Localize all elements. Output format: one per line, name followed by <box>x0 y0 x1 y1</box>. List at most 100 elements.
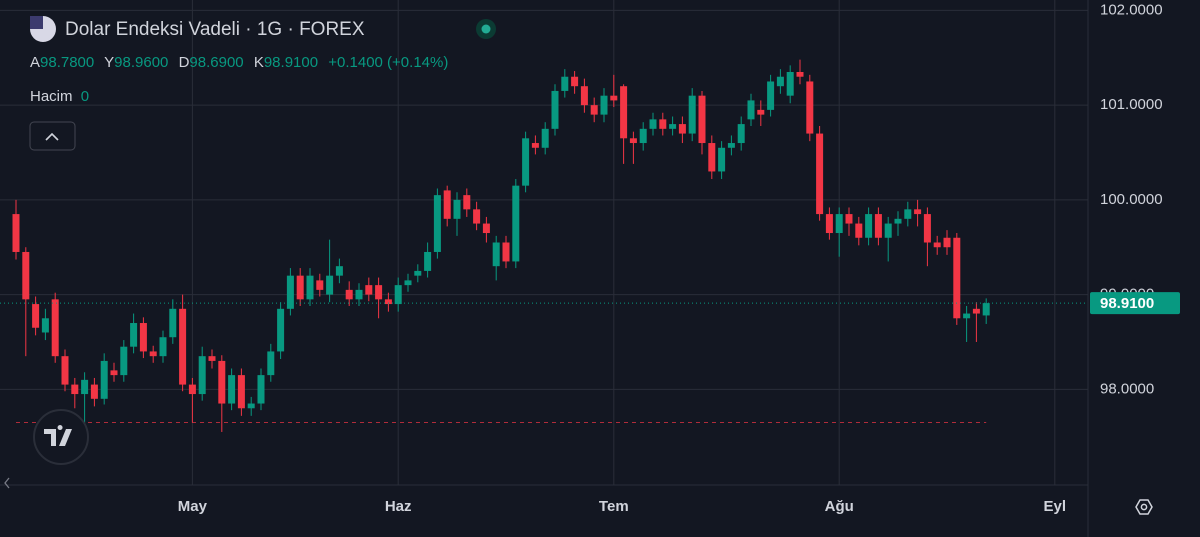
y-tick-label: 100.0000 <box>1100 191 1163 208</box>
candle-body <box>375 285 383 300</box>
candle-body <box>32 304 40 328</box>
candle-body <box>492 242 500 267</box>
candle-body <box>12 214 20 252</box>
candle-body <box>825 214 833 234</box>
ohlc-value: 98.9100 <box>264 54 318 71</box>
x-tick-label: May <box>178 498 208 515</box>
candle-body <box>433 195 441 252</box>
candle-body <box>590 105 598 115</box>
candle-body <box>894 218 902 224</box>
candle-body <box>551 90 559 129</box>
x-tick-label: Ağu <box>825 498 854 515</box>
candle-body <box>639 128 647 144</box>
candle-body <box>943 237 951 248</box>
candle-body <box>149 351 157 357</box>
candle-body <box>806 81 814 134</box>
candle-body <box>972 308 980 314</box>
candle-body <box>179 308 187 385</box>
candle-body <box>531 143 539 148</box>
ohlc-value: 98.9600 <box>114 54 168 71</box>
candle-body <box>816 133 824 215</box>
candle-body <box>629 138 637 144</box>
candle-body <box>90 384 98 399</box>
y-tick-label: 101.0000 <box>1100 96 1163 113</box>
candle-body <box>580 86 588 106</box>
status-dot <box>481 24 491 34</box>
candle-body <box>41 318 49 333</box>
candle-body <box>306 275 314 300</box>
change: +0.1400 (+0.14%) <box>328 54 448 71</box>
settings-dot <box>1140 503 1148 511</box>
ohlc-key: D <box>179 54 190 71</box>
candle-body <box>835 214 843 234</box>
tv-logo <box>33 409 89 465</box>
candle-body <box>463 195 471 210</box>
candle-body <box>365 285 373 295</box>
ohlc-key: Y <box>104 54 114 71</box>
candle-body <box>208 356 216 361</box>
candle-body <box>218 360 226 404</box>
candle-body <box>923 214 931 243</box>
candle-body <box>326 275 334 295</box>
grid <box>0 0 1088 485</box>
candle-body <box>188 384 196 395</box>
candle-body <box>257 375 265 404</box>
ohlc-key: K <box>254 54 264 71</box>
candle-body <box>561 76 569 91</box>
candle-body <box>345 289 353 300</box>
candle-body <box>130 323 138 347</box>
settings-hex <box>1135 499 1153 515</box>
candle-body <box>610 95 618 101</box>
candle-body <box>933 242 941 248</box>
candle-body <box>541 128 549 148</box>
legend: Dolar Endeksi Vadeli · 1G · FOREX A98.78… <box>29 16 496 151</box>
ohlc-key: A <box>30 54 40 71</box>
logo-circle <box>33 409 89 465</box>
candle-body <box>649 119 657 129</box>
candle-body <box>228 375 236 404</box>
collapse-button[interactable] <box>29 121 76 151</box>
y-tick-label: 98.0000 <box>1100 380 1154 397</box>
candle-body <box>963 313 971 319</box>
candle-body <box>237 375 245 409</box>
candle-body <box>522 138 530 186</box>
last-price-box <box>1090 292 1180 315</box>
candle-body <box>277 308 285 352</box>
candle-body <box>267 351 275 376</box>
logo-glyph <box>44 425 72 446</box>
candle-body <box>22 251 30 300</box>
candle-body <box>914 209 922 215</box>
candle-body <box>767 81 775 110</box>
candle-body <box>71 384 79 395</box>
symbol-title: Dolar Endeksi Vadeli · 1G · FOREX <box>65 19 365 40</box>
scroll-left[interactable] <box>4 477 10 489</box>
candle-body <box>757 109 765 115</box>
volume-line: Hacim 0 <box>30 88 89 105</box>
x-tick-label: Haz <box>385 498 412 515</box>
candle-body <box>120 346 128 376</box>
candle-body <box>482 223 490 234</box>
candle-body <box>600 95 608 115</box>
last-price-label: 98.9100 <box>1100 295 1154 312</box>
candle-body <box>247 403 255 409</box>
candle-body <box>473 209 481 224</box>
candle-body <box>855 223 863 238</box>
candle-body <box>786 71 794 96</box>
candle-body <box>620 86 628 139</box>
candle-body <box>796 71 804 77</box>
candle-body <box>159 337 167 357</box>
candle-body <box>81 379 89 395</box>
candle-body <box>453 199 461 219</box>
candle-body <box>904 209 912 219</box>
candle-body <box>502 242 510 262</box>
candle-body <box>776 76 784 87</box>
volume-label: Hacim <box>30 88 73 105</box>
candle-body <box>404 280 412 286</box>
candle-body <box>335 266 343 276</box>
settings-button[interactable] <box>1135 499 1153 515</box>
candle-body <box>100 360 108 399</box>
candle-body <box>169 308 177 338</box>
candle-body <box>286 275 294 309</box>
candle-body <box>884 223 892 238</box>
